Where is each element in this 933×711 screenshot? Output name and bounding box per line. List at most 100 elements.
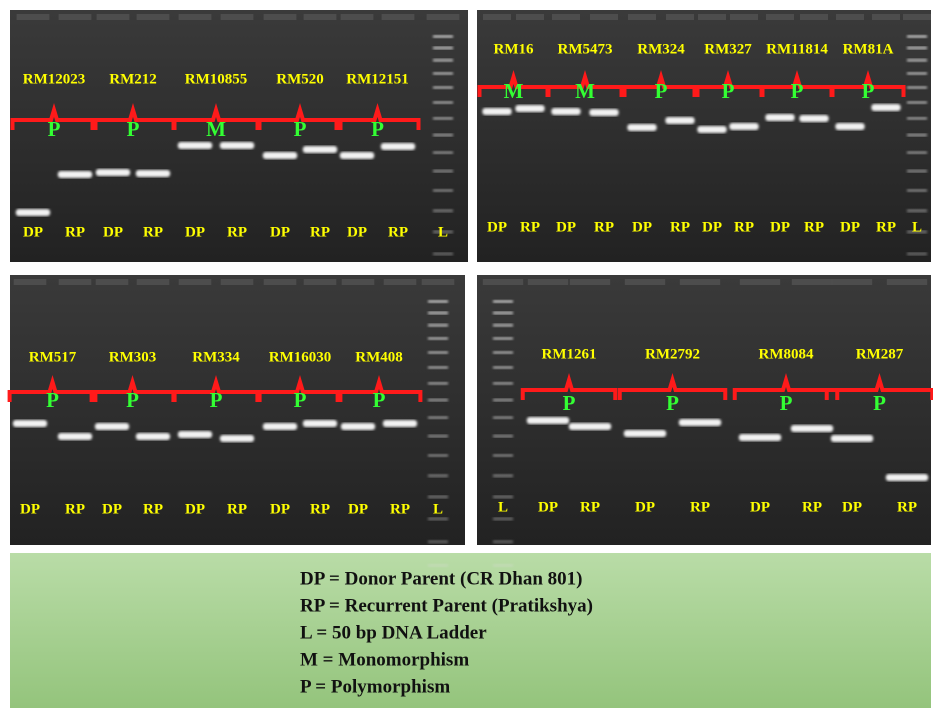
band <box>136 170 170 177</box>
ladder-band <box>428 454 448 457</box>
ladder-band <box>493 399 513 402</box>
polymorphism-class: M <box>504 79 524 103</box>
well <box>264 279 297 285</box>
ladder-band <box>907 35 927 38</box>
lane-label: DP <box>347 224 367 240</box>
band <box>624 430 666 437</box>
well <box>17 14 50 20</box>
marker-name: RM2792 <box>645 346 700 362</box>
well <box>422 279 455 285</box>
polymorphism-class: M <box>575 79 595 103</box>
polymorphism-class: P <box>371 117 384 141</box>
marker-name: RM212 <box>109 71 157 87</box>
band <box>729 123 758 130</box>
ladder-band <box>493 311 513 314</box>
lane-label: RP <box>310 501 330 517</box>
polymorphism-class: P <box>294 117 307 141</box>
lane-label: RP <box>65 224 85 240</box>
band <box>799 115 828 122</box>
lane-label: DP <box>348 501 368 517</box>
band <box>340 152 374 159</box>
well <box>666 14 694 20</box>
marker-name: RM5473 <box>558 41 613 57</box>
polymorphism-class: P <box>563 391 576 415</box>
polymorphism-class: P <box>46 388 59 412</box>
polymorphism-class: P <box>780 391 793 415</box>
well <box>304 279 337 285</box>
band <box>515 105 544 112</box>
lane-label: L <box>433 501 443 517</box>
well <box>792 279 832 285</box>
well <box>570 279 610 285</box>
lane-label: DP <box>20 501 40 517</box>
ladder-band <box>493 324 513 327</box>
band <box>589 109 618 116</box>
lane-label: DP <box>270 224 290 240</box>
ladder-band <box>907 72 927 75</box>
band <box>569 423 611 430</box>
lane-label: DP <box>842 499 862 515</box>
legend-line: M = Monomorphism <box>300 649 469 670</box>
ladder-band <box>907 86 927 89</box>
lane-label: RP <box>594 219 614 235</box>
band <box>220 142 254 149</box>
marker-name: RM16030 <box>269 349 332 365</box>
ladder-band <box>433 117 453 120</box>
marker-name: RM287 <box>856 346 904 362</box>
band <box>739 434 781 441</box>
polymorphism-class: P <box>373 388 386 412</box>
ladder-band <box>428 366 448 369</box>
ladder-band <box>433 134 453 137</box>
marker-name: RM10855 <box>185 71 248 87</box>
marker-name: RM12151 <box>346 71 409 87</box>
well <box>552 14 580 20</box>
polymorphism-class: P <box>126 388 139 412</box>
well <box>179 279 212 285</box>
ladder-band <box>433 86 453 89</box>
band <box>831 435 873 442</box>
ladder-band <box>493 517 513 520</box>
figure: DP RP DP RP DP RP DP RP DP RP L RM12023 P RM212 P RM108… <box>0 0 933 711</box>
ladder-band <box>433 35 453 38</box>
lane-label: L <box>438 224 448 240</box>
band <box>95 423 129 430</box>
lane-label: DP <box>270 501 290 517</box>
ladder-band <box>428 517 448 520</box>
marker-name: RM334 <box>192 349 240 365</box>
ladder-band <box>428 337 448 340</box>
marker-name: RM12023 <box>23 71 86 87</box>
lane-label: DP <box>635 499 655 515</box>
ladder-band <box>493 351 513 354</box>
ladder-band <box>433 209 453 212</box>
lane-label: RP <box>802 499 822 515</box>
band <box>16 209 50 216</box>
ladder-band <box>428 495 448 498</box>
ladder-band <box>493 564 513 567</box>
marker-name: RM11814 <box>766 41 828 57</box>
ladder-band <box>433 151 453 154</box>
lane-label: RP <box>897 499 917 515</box>
polymorphism-class: M <box>206 117 226 141</box>
lane-label: DP <box>770 219 790 235</box>
band <box>665 117 694 124</box>
legend-line: DP = Donor Parent (CR Dhan 801) <box>300 568 582 589</box>
well <box>427 14 460 20</box>
ladder-band <box>433 59 453 62</box>
ladder-band <box>493 300 513 303</box>
band <box>263 152 297 159</box>
well <box>628 14 656 20</box>
well <box>341 14 374 20</box>
lane-label: DP <box>702 219 722 235</box>
ladder-band <box>907 46 927 49</box>
lane-label: DP <box>556 219 576 235</box>
polymorphism-class: P <box>294 388 307 412</box>
well <box>179 14 212 20</box>
band <box>58 171 92 178</box>
ladder-band <box>907 252 927 255</box>
well <box>59 14 92 20</box>
lane-label: RP <box>227 224 247 240</box>
ladder-band <box>493 435 513 438</box>
well <box>766 14 794 20</box>
lane-label: RP <box>670 219 690 235</box>
band <box>886 474 928 481</box>
